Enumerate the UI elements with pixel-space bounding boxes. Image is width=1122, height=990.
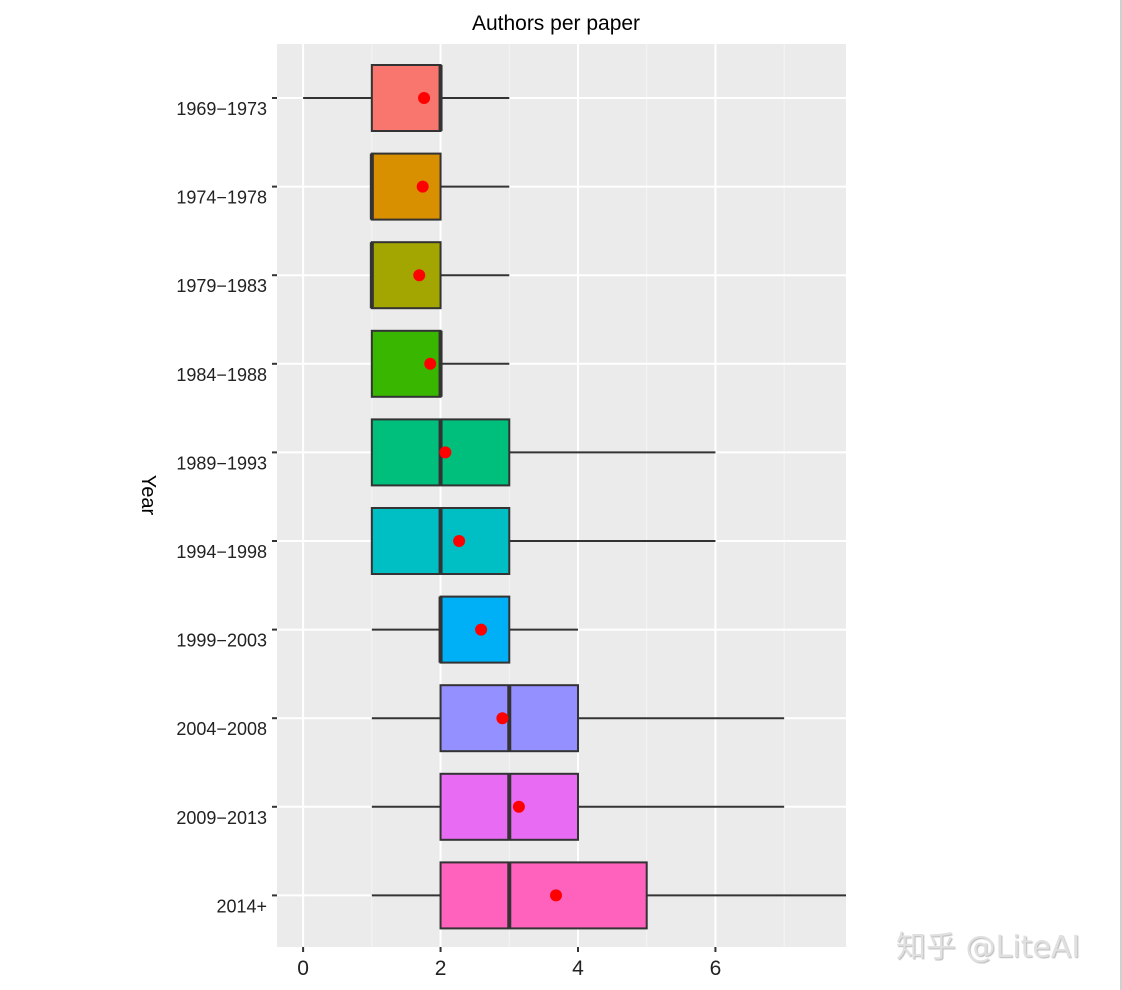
y-axis-label: Year: [137, 475, 159, 516]
chart-title: Authors per paper: [472, 12, 640, 35]
x-tick-label: 4: [572, 957, 584, 980]
y-tick-label: 1994−1998: [176, 542, 267, 562]
y-tick-label: 1999−2003: [176, 631, 267, 651]
y-tick-label: 1974−1978: [176, 188, 267, 208]
y-tick-label: 1969−1973: [176, 99, 267, 119]
box: [370, 241, 442, 310]
box-group: [303, 64, 846, 930]
y-tick-label: 1984−1988: [176, 365, 267, 385]
mean-point: [418, 92, 431, 104]
mean-point: [413, 269, 426, 282]
mean-point: [453, 535, 466, 547]
y-tick-label: 2009−2013: [176, 808, 267, 828]
mean-point: [475, 623, 488, 636]
y-tick-label: 2014+: [216, 896, 267, 916]
y-tick-label: 1989−1993: [176, 453, 267, 473]
box: [439, 861, 648, 930]
y-tick-label: 2004−2008: [176, 719, 267, 739]
mean-point: [496, 712, 509, 725]
page-edge-divider: [1120, 0, 1122, 990]
watermark: 知乎 @LiteAI: [896, 930, 1081, 965]
box: [370, 64, 442, 132]
x-tick-label: 0: [297, 957, 309, 980]
mean-point: [439, 446, 452, 459]
box: [439, 595, 511, 664]
y-tick-label: 1979−1983: [176, 276, 267, 296]
x-tick-label: 2: [435, 957, 447, 980]
mean-point: [512, 800, 525, 813]
mean-point: [424, 357, 437, 370]
x-tick-label: 6: [710, 957, 722, 980]
mean-point: [550, 889, 563, 902]
mean-point: [416, 180, 429, 193]
box: [370, 152, 442, 221]
